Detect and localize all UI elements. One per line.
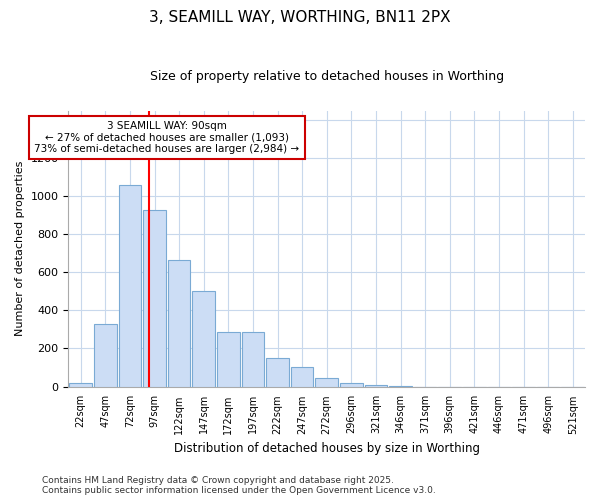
Bar [70, 382, 92, 386]
Text: Contains HM Land Registry data © Crown copyright and database right 2025.
Contai: Contains HM Land Registry data © Crown c… [42, 476, 436, 495]
Text: 3 SEAMILL WAY: 90sqm
← 27% of detached houses are smaller (1,093)
73% of semi-de: 3 SEAMILL WAY: 90sqm ← 27% of detached h… [34, 121, 299, 154]
Bar [143, 210, 166, 386]
Bar [168, 260, 190, 386]
Bar [291, 368, 313, 386]
X-axis label: Distribution of detached houses by size in Worthing: Distribution of detached houses by size … [174, 442, 480, 455]
Bar [119, 185, 141, 386]
Title: Size of property relative to detached houses in Worthing: Size of property relative to detached ho… [149, 70, 504, 83]
Bar [242, 332, 264, 386]
Bar [217, 332, 239, 386]
Bar [365, 384, 387, 386]
Bar [316, 378, 338, 386]
Bar [193, 292, 215, 386]
Text: 3, SEAMILL WAY, WORTHING, BN11 2PX: 3, SEAMILL WAY, WORTHING, BN11 2PX [149, 10, 451, 25]
Bar [94, 324, 116, 386]
Bar [340, 382, 362, 386]
Bar [266, 358, 289, 386]
Y-axis label: Number of detached properties: Number of detached properties [15, 161, 25, 336]
